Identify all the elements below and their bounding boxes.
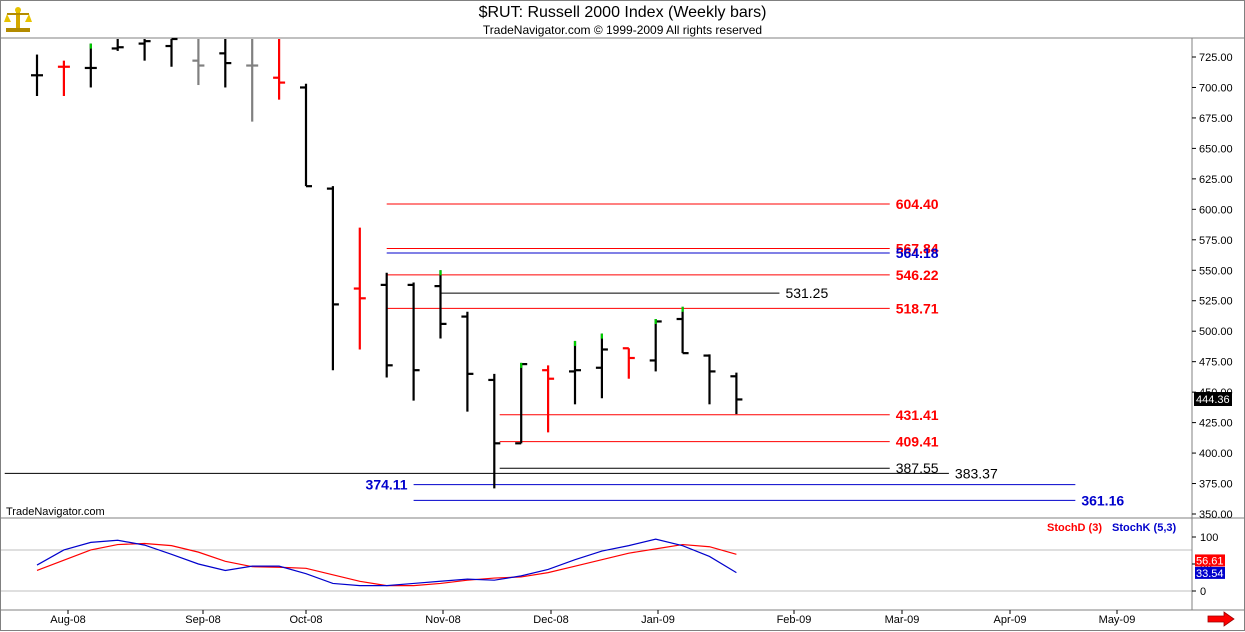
price-tick-label: 725.00 xyxy=(1199,52,1233,64)
ohlc-bar xyxy=(138,39,151,61)
ohlc-bar xyxy=(111,39,124,51)
ohlc-bar xyxy=(219,39,232,88)
last-price-marker: 444.36 xyxy=(1194,392,1232,407)
watermark-label: TradeNavigator.com xyxy=(6,506,105,518)
time-axis: Aug-08 Sep-08 Oct-08 Nov-08 Dec-08 Jan-09 Feb-… xyxy=(50,610,1135,626)
time-tick-label: Aug-08 xyxy=(50,614,85,626)
level-label: 409.41 xyxy=(896,434,939,450)
stoch-last-box xyxy=(1195,554,1225,567)
last-price-box xyxy=(1194,392,1232,407)
ohlc-bar xyxy=(192,39,205,86)
chart-subtitle: TradeNavigator.com © 1999-2009 All right… xyxy=(482,23,763,37)
ohlc-bar xyxy=(165,37,178,67)
level-label: 374.11 xyxy=(366,477,408,493)
ohlc-bar xyxy=(300,83,312,188)
ohlc-bar xyxy=(434,270,447,339)
ohlc-bar xyxy=(31,54,43,96)
time-tick-label: Apr-09 xyxy=(993,614,1026,626)
chart-title: $RUT: Russell 2000 Index (Weekly bars) xyxy=(478,4,767,21)
ohlc-bar xyxy=(353,227,366,350)
ohlc-bar xyxy=(246,39,259,122)
price-tick-label: 600.00 xyxy=(1199,204,1233,216)
price-tick-label: 375.00 xyxy=(1199,479,1233,491)
price-tick-label: 650.00 xyxy=(1199,143,1233,155)
level-label: 531.25 xyxy=(785,285,828,301)
price-tick-label: 425.00 xyxy=(1199,418,1233,430)
ohlc-bar xyxy=(649,319,662,372)
level-label: 564.18 xyxy=(896,245,939,261)
price-tick-label: 400.00 xyxy=(1199,448,1233,460)
ohlc-bar xyxy=(84,43,97,88)
time-tick-label: Mar-09 xyxy=(885,614,920,626)
time-tick-label: Dec-08 xyxy=(533,614,568,626)
level-label: 361.16 xyxy=(1081,492,1124,508)
stoch-last-label: 33.54 xyxy=(1196,568,1224,580)
level-label: 518.71 xyxy=(896,300,939,316)
trade-navigator-logo-icon xyxy=(3,4,33,34)
stoch-legend-d: StochD (3) xyxy=(1047,522,1102,534)
stoch-line-k xyxy=(36,538,737,587)
price-tick-label: 525.00 xyxy=(1199,296,1233,308)
ohlc-bar xyxy=(273,39,286,100)
stoch-tick-label: 0 xyxy=(1200,586,1206,598)
level-label: 546.22 xyxy=(896,267,939,283)
ohlc-bar xyxy=(595,333,608,399)
time-tick-label: Oct-08 xyxy=(289,614,322,626)
time-tick-label: Sep-08 xyxy=(185,614,220,626)
level-label: 567.84 xyxy=(896,241,939,257)
weekly-ohlc-bars xyxy=(31,37,743,489)
stoch-last-label: 56.61 xyxy=(1196,555,1224,567)
ohlc-bar xyxy=(515,362,528,445)
ohlc-bar xyxy=(622,347,635,379)
ohlc-bar xyxy=(569,340,581,405)
ohlc-bar xyxy=(57,60,70,96)
time-tick-label: May-09 xyxy=(1099,614,1136,626)
last-price-label: 444.36 xyxy=(1196,394,1230,406)
ohlc-bar xyxy=(703,354,716,405)
scroll-right-arrow-icon[interactable] xyxy=(1206,611,1236,627)
ohlc-bar xyxy=(488,373,501,489)
price-tick-label: 625.00 xyxy=(1199,174,1233,186)
ohlc-bar xyxy=(461,311,474,412)
price-tick-label: 350.00 xyxy=(1199,509,1233,521)
price-tick-label: 575.00 xyxy=(1199,235,1233,247)
level-label: 387.55 xyxy=(896,460,939,476)
time-tick-label: Feb-09 xyxy=(777,614,812,626)
ohlc-bar xyxy=(676,306,689,355)
price-tick-label: 475.00 xyxy=(1199,357,1233,369)
ohlc-bar xyxy=(326,186,339,371)
price-axis: 350.00375.00400.00425.00450.00475.00500.… xyxy=(1192,52,1233,521)
price-tick-label: 675.00 xyxy=(1199,113,1233,125)
stoch-legend-k: StochK (5,3) xyxy=(1112,522,1177,534)
price-tick-label: 550.00 xyxy=(1199,265,1233,277)
level-label: 604.40 xyxy=(896,196,939,212)
price-tick-label: 700.00 xyxy=(1199,82,1233,94)
ohlc-bar xyxy=(730,372,743,415)
time-tick-label: Jan-09 xyxy=(641,614,675,626)
stoch-last-box xyxy=(1195,566,1225,579)
time-tick-label: Nov-08 xyxy=(425,614,460,626)
ohlc-bar xyxy=(380,272,393,378)
ohlc-bar xyxy=(407,282,420,401)
ohlc-bar xyxy=(542,365,555,433)
level-label: 431.41 xyxy=(896,407,939,423)
level-label: 383.37 xyxy=(955,465,998,481)
stoch-tick-label: 100 xyxy=(1200,532,1218,544)
price-tick-label: 500.00 xyxy=(1199,326,1233,338)
